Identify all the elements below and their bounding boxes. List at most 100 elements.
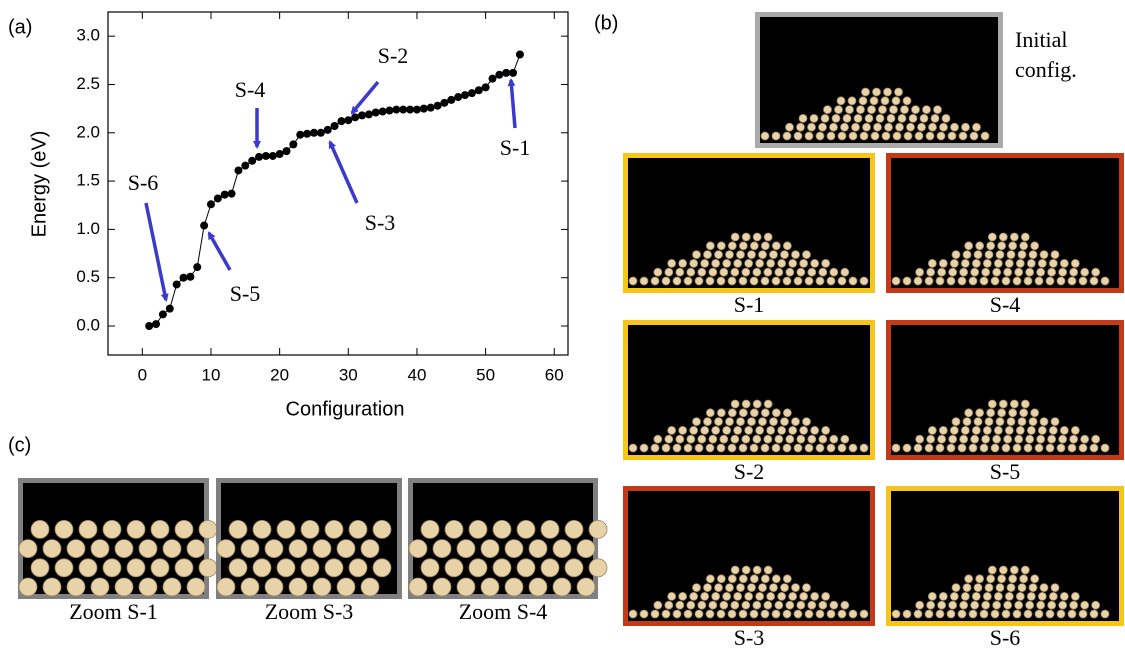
annotation: S-6 [128,170,159,195]
atom [841,601,849,609]
data-point [276,150,284,158]
atom [728,610,736,618]
atom [313,578,331,596]
atom [808,268,816,276]
atom [701,259,709,267]
atom [1026,268,1034,276]
atom [720,601,728,609]
atom [999,566,1007,574]
atom [723,426,731,434]
atom [750,610,758,618]
atom [841,268,849,276]
atom [349,520,367,538]
atom [728,242,736,250]
atom [1024,444,1032,452]
atom [706,409,714,417]
caption: Zoom S-1 [69,599,158,624]
atom [1035,277,1043,285]
atom [808,601,816,609]
atom [1048,268,1056,276]
atom [974,584,982,592]
atom [1070,268,1078,276]
atom [739,409,747,417]
data-point [365,110,373,118]
atom [980,444,988,452]
atom [43,578,61,596]
atom [127,559,145,577]
atom [909,114,917,122]
atom [1079,610,1087,618]
atom [748,418,756,426]
atom [764,233,772,241]
atom [687,601,695,609]
atom [737,584,745,592]
atom [640,610,648,618]
atom [778,426,786,434]
atom [337,540,355,558]
figure: (a) (b) (c) Initial config. Configuratio… [0,0,1125,650]
atom [679,259,687,267]
atom [950,592,958,600]
atom [1038,259,1046,267]
atom [920,114,928,122]
atom [961,426,969,434]
atom [892,97,900,105]
atom [838,132,846,140]
atom [1068,610,1076,618]
atom [1009,409,1017,417]
atom [728,444,736,452]
atom [854,114,862,122]
data-point [351,113,359,121]
atom [912,106,920,114]
atom [253,520,271,538]
atom [1029,251,1037,259]
atom [690,426,698,434]
atom [999,400,1007,408]
annotation: S-4 [235,77,266,102]
atom [662,444,670,452]
atom [1015,268,1023,276]
atom [589,559,607,577]
atom [701,592,709,600]
atom [805,132,813,140]
atom [963,418,971,426]
atom [841,123,849,131]
data-point [475,86,483,94]
atom [805,277,813,285]
caption: Zoom S-3 [265,599,354,624]
atom [679,592,687,600]
atom [1004,601,1012,609]
atom [673,444,681,452]
atom [996,584,1004,592]
atom [103,520,121,538]
data-point [392,106,400,114]
atom [936,277,944,285]
atom [846,106,854,114]
initial-label: config. [1015,57,1077,82]
atom [1015,601,1023,609]
atom [949,435,957,443]
atom [301,520,319,538]
atom [759,251,767,259]
atom [993,268,1001,276]
data-point [145,322,153,330]
atom [794,610,802,618]
atom [715,584,723,592]
atom [770,418,778,426]
atom [772,277,780,285]
atom [830,435,838,443]
atom [914,610,922,618]
atom [1079,444,1087,452]
x-axis-label: Configuration [286,398,405,420]
atom [838,610,846,618]
data-point [461,91,469,99]
atom [695,444,703,452]
atom [726,418,734,426]
atom [811,426,819,434]
atom [778,592,786,600]
atom [1038,426,1046,434]
atom [577,578,595,596]
atom [684,277,692,285]
atom [797,268,805,276]
atom [993,435,1001,443]
